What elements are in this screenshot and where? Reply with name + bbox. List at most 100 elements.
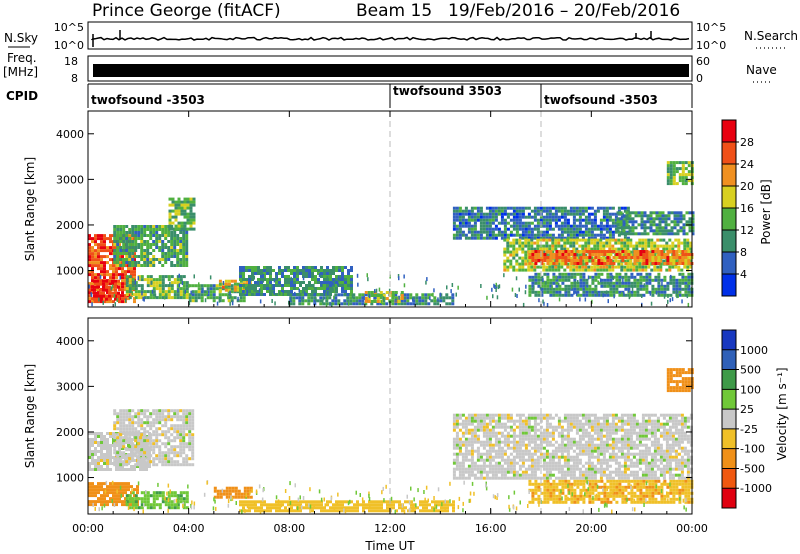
heatmap-cell <box>185 234 189 237</box>
heatmap-cell <box>93 291 96 295</box>
heatmap-cell <box>407 500 410 504</box>
heatmap-cell <box>395 500 398 504</box>
heatmap-cell <box>675 284 679 288</box>
heatmap-cell <box>608 227 612 231</box>
heatmap-cell <box>461 458 465 462</box>
heatmap-cell <box>409 296 413 300</box>
heatmap-cell <box>676 229 680 233</box>
heatmap-cell <box>103 456 106 459</box>
heatmap-cell <box>467 470 471 474</box>
heatmap-cell <box>116 228 120 231</box>
heatmap-cell <box>310 293 314 297</box>
heatmap-cell <box>371 506 374 510</box>
heatmap-cell <box>167 442 171 446</box>
heatmap-cell <box>341 272 344 275</box>
heatmap-cell <box>117 285 120 289</box>
heatmap-cell <box>137 457 141 461</box>
heatmap-cell <box>672 253 676 256</box>
heatmap-cell <box>608 236 612 240</box>
heatmap-cell <box>382 302 386 306</box>
heatmap-cell <box>629 265 633 269</box>
heatmap-cell <box>319 296 323 300</box>
heatmap-cell <box>581 259 585 263</box>
heatmap-cell <box>491 419 495 423</box>
heatmap-cell <box>121 465 124 468</box>
heatmap-cell <box>488 458 492 462</box>
heatmap-cell <box>458 473 462 477</box>
heatmap-cell <box>563 247 567 251</box>
heatmap-cell <box>284 275 287 278</box>
heatmap-cell <box>651 262 655 265</box>
heatmap-cell <box>573 287 577 291</box>
heatmap-cell <box>682 223 686 227</box>
heatmap-cell <box>382 299 386 303</box>
heatmap-cell <box>113 448 117 452</box>
heatmap-cell <box>530 247 534 251</box>
heatmap-cell <box>167 293 171 297</box>
heatmap-cell <box>461 440 465 444</box>
heatmap-cell <box>675 290 678 295</box>
heatmap-cell <box>549 290 553 294</box>
heatmap-cell <box>91 270 94 274</box>
heatmap-cell <box>602 268 606 272</box>
heatmap-cell <box>323 269 326 272</box>
heatmap-cell <box>614 259 618 263</box>
heatmap-cell <box>191 442 195 446</box>
heatmap-cell <box>546 250 550 253</box>
heatmap-cell <box>298 302 302 306</box>
heatmap-cell <box>645 284 649 288</box>
heatmap-cell <box>143 451 147 455</box>
heatmap-cell <box>618 253 622 256</box>
heatmap-cell <box>117 297 120 301</box>
heatmap-cell <box>125 500 129 504</box>
heatmap-cell <box>329 287 332 290</box>
heatmap-cell <box>406 299 410 303</box>
heatmap-cell <box>626 238 630 242</box>
heatmap-cell <box>239 278 242 281</box>
heatmap-cell <box>102 285 105 289</box>
heatmap-cell <box>114 302 116 307</box>
heatmap-cell <box>667 214 671 218</box>
heatmap-cell <box>155 240 159 243</box>
heatmap-cell <box>182 264 186 267</box>
heatmap-cell <box>543 284 547 288</box>
heatmap-cell <box>296 509 299 513</box>
heatmap-cell <box>155 418 159 422</box>
heatmap-cell <box>140 255 144 258</box>
heatmap-cell <box>176 243 180 246</box>
heatmap-cell <box>158 293 162 297</box>
heatmap-cell <box>545 212 549 216</box>
heatmap-cell <box>109 482 112 486</box>
heatmap-cell <box>467 416 471 420</box>
heatmap-cell <box>662 247 666 251</box>
heatmap-cell <box>584 230 588 234</box>
heatmap-cell <box>648 253 652 256</box>
heatmap-cell <box>173 451 177 455</box>
heatmap-cell <box>115 267 118 271</box>
heatmap-cell <box>479 440 483 444</box>
heatmap-cell <box>549 281 553 285</box>
heatmap-cell <box>579 297 581 302</box>
heatmap-cell <box>536 241 540 245</box>
heatmap-cell <box>119 240 123 243</box>
heatmap-cell <box>500 218 504 222</box>
heatmap-cell <box>479 221 483 225</box>
heatmap-cell <box>329 278 332 281</box>
heatmap-cell <box>673 211 677 215</box>
heatmap-cell <box>146 497 150 501</box>
heatmap-cell <box>257 509 260 513</box>
heatmap-cell <box>592 280 594 285</box>
heatmap-cell <box>635 262 639 266</box>
heatmap-cell <box>605 241 609 245</box>
heatmap-cell <box>668 238 672 242</box>
heatmap-cell <box>590 218 594 222</box>
heatmap-cell <box>662 238 666 242</box>
heatmap-cell <box>119 252 123 255</box>
heatmap-cell <box>281 509 284 513</box>
heatmap-cell <box>200 293 204 297</box>
heatmap-cell <box>528 284 532 288</box>
heatmap-cell <box>134 506 138 510</box>
heatmap-cell <box>567 287 571 291</box>
heatmap-cell <box>430 299 434 303</box>
heatmap-cell <box>212 287 216 291</box>
